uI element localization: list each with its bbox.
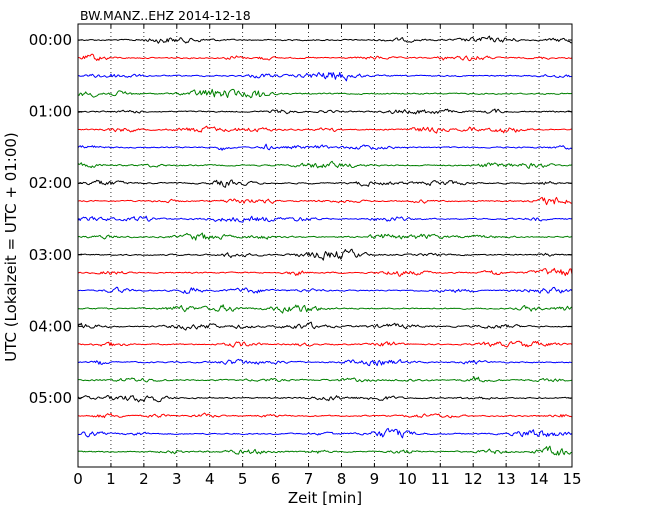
trace-23 — [77, 427, 573, 439]
trace-16 — [77, 304, 573, 314]
trace-19 — [77, 358, 572, 367]
x-tick-label-8: 8 — [337, 470, 347, 488]
trace-6 — [77, 125, 573, 134]
y-axis-title: UTC (Lokalzeit = UTC + 01:00) — [2, 132, 20, 362]
trace-20 — [77, 376, 573, 383]
trace-1 — [77, 35, 572, 44]
x-axis-title: Zeit [min] — [288, 489, 362, 507]
x-tick-label-1: 1 — [106, 470, 116, 488]
x-tick-label-11: 11 — [431, 470, 450, 488]
x-tick-label-6: 6 — [271, 470, 281, 488]
x-axis-ticks: 0 1 2 3 4 5 6 7 8 9 10 11 12 13 14 15 — [73, 24, 582, 488]
x-tick-label-0: 0 — [73, 470, 83, 488]
chart-title: BW.MANZ..EHZ 2014-12-18 — [80, 8, 251, 23]
y-tick-label-0500: 05:00 — [29, 389, 72, 407]
trace-17 — [77, 321, 572, 331]
x-tick-label-7: 7 — [304, 470, 314, 488]
x-tick-label-15: 15 — [562, 470, 581, 488]
x-tick-label-13: 13 — [497, 470, 516, 488]
y-tick-label-0000: 00:00 — [29, 31, 72, 49]
trace-8 — [77, 160, 573, 169]
trace-7 — [77, 143, 573, 151]
y-tick-label-0200: 02:00 — [29, 174, 72, 192]
trace-10 — [77, 196, 572, 206]
x-tick-label-5: 5 — [238, 470, 248, 488]
trace-3 — [77, 71, 573, 82]
x-tick-label-9: 9 — [370, 470, 380, 488]
trace-5 — [77, 108, 573, 115]
x-tick-label-12: 12 — [464, 470, 483, 488]
x-tick-label-4: 4 — [205, 470, 215, 488]
trace-4 — [77, 88, 572, 99]
x-tick-label-3: 3 — [172, 470, 182, 488]
trace-13 — [77, 248, 573, 261]
y-tick-label-0400: 04:00 — [29, 317, 72, 335]
trace-18 — [77, 340, 573, 348]
trace-22 — [77, 412, 573, 419]
x-tick-label-2: 2 — [139, 470, 149, 488]
y-axis-ticks: 00:00 01:00 02:00 03:00 04:00 05:00 — [29, 31, 572, 407]
trace-24 — [77, 445, 572, 456]
y-tick-label-0300: 03:00 — [29, 246, 72, 264]
trace-12 — [77, 232, 573, 241]
trace-2 — [77, 53, 573, 62]
plot-frame — [77, 23, 573, 468]
y-tick-label-0100: 01:00 — [29, 103, 72, 121]
x-tick-label-10: 10 — [398, 470, 417, 488]
trace-15 — [77, 286, 573, 295]
trace-21 — [77, 394, 573, 403]
seismogram-traces — [77, 35, 573, 456]
trace-11 — [77, 215, 572, 223]
x-tick-label-14: 14 — [530, 470, 549, 488]
trace-9 — [77, 179, 572, 188]
trace-14 — [77, 267, 573, 277]
